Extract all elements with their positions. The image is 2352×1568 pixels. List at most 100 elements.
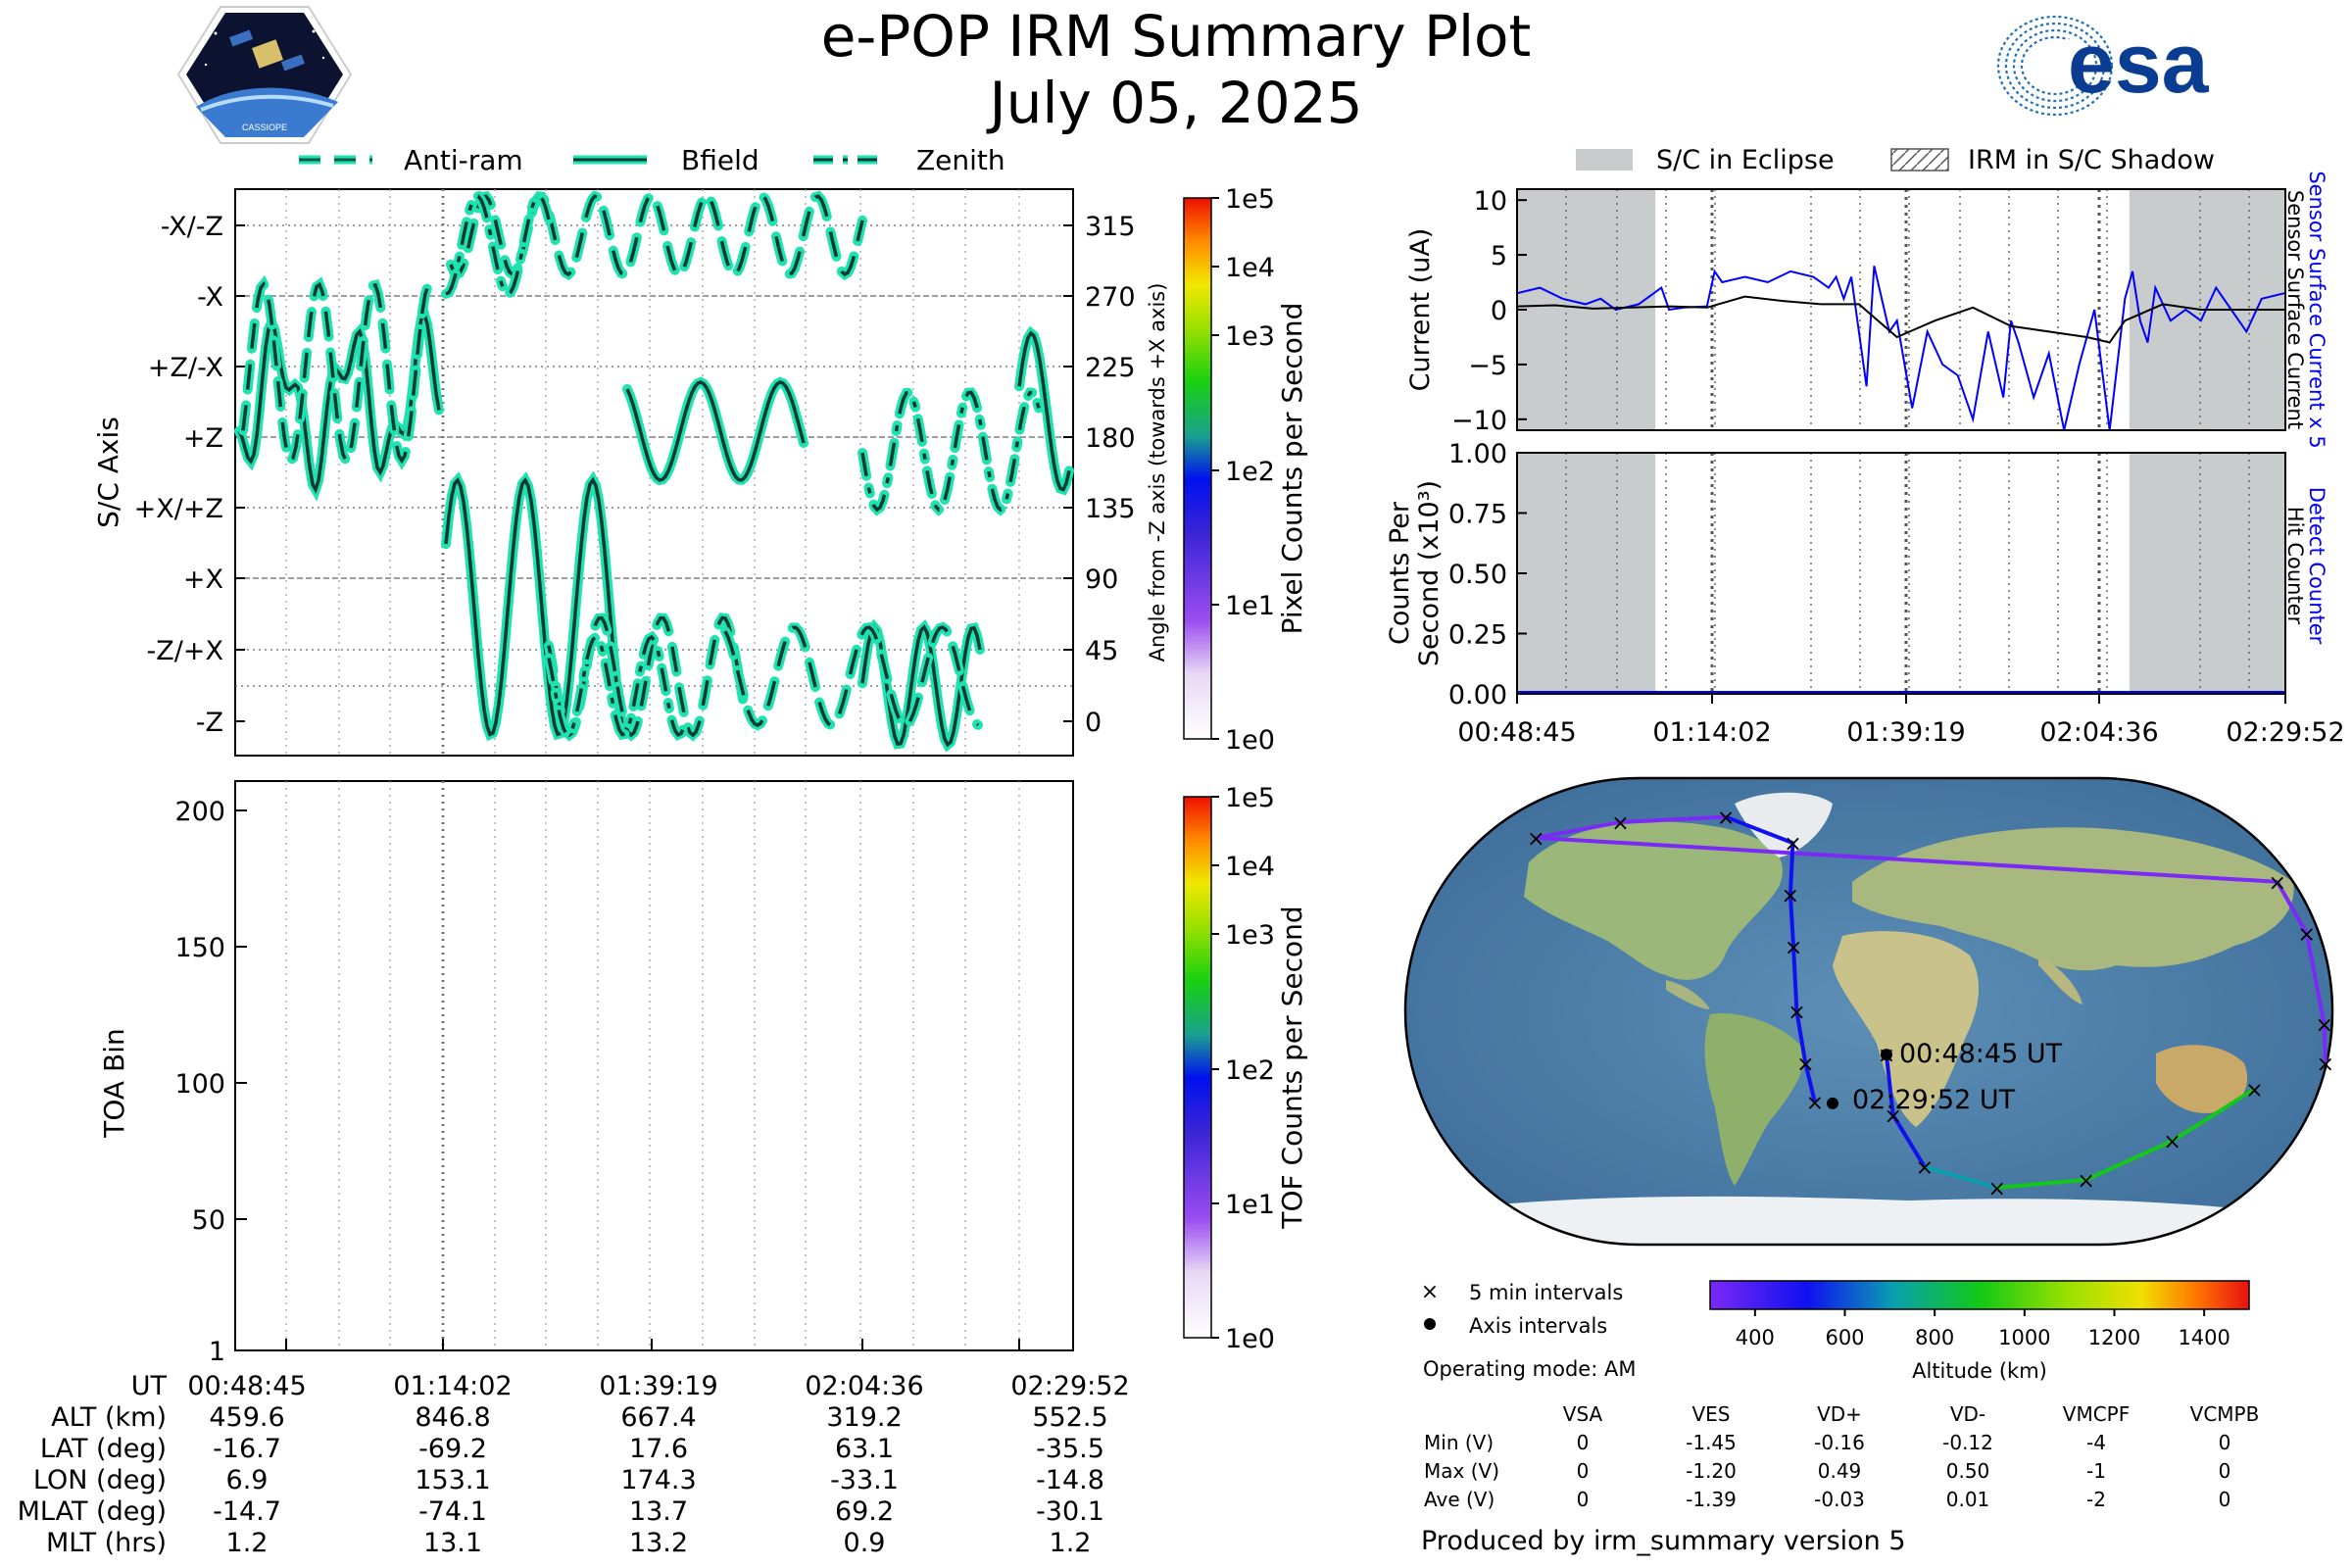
ephem-row-label: LON (deg) (33, 1465, 167, 1495)
counts-tick: 0.25 (1448, 620, 1507, 651)
axis-label-5: +X (183, 564, 223, 595)
axis-label-7: -Z (196, 708, 223, 738)
ephem-cell: 01:14:02 (393, 1371, 512, 1401)
angle-tick-0: 315 (1085, 212, 1136, 242)
page-title: e-POP IRM Summary Plot (821, 3, 1532, 70)
vtable-header: VCMPB (2190, 1402, 2260, 1426)
track-segment (1791, 946, 1799, 1012)
track-start-label: 00:48:45 UT (1899, 1039, 2063, 1069)
track-cross-icon: × (1527, 827, 1544, 852)
track-cross-icon: × (1785, 936, 1802, 960)
ephem-cell: -69.2 (418, 1434, 487, 1464)
ephem-cell: 02:29:52 (1010, 1371, 1129, 1401)
footer-text: Produced by irm_summary version 5 (1421, 1526, 1906, 1556)
track-cross-icon: × (1788, 1001, 1805, 1025)
legend-eclipse-label: S/C in Eclipse (1656, 145, 1835, 175)
svg-text:CASSIOPE: CASSIOPE (242, 122, 287, 132)
vtable-header: VD+ (1817, 1402, 1862, 1426)
current-ylabel: Current (uA) (1405, 228, 1436, 392)
cbar1-ticks-tick-3: 1e2 (1225, 457, 1275, 487)
ephem-cell: 13.1 (423, 1528, 482, 1558)
track-segment (1788, 894, 1796, 948)
ephem-cell: -16.7 (213, 1434, 281, 1464)
operating-mode: Operating mode: AM (1423, 1357, 1636, 1381)
vtable-header: VSA (1563, 1402, 1603, 1426)
ephem-cell: -14.7 (213, 1496, 281, 1527)
track-cross-icon: × (1884, 1104, 1901, 1129)
ephem-row-label: MLT (hrs) (46, 1528, 167, 1558)
eclipse-band (1517, 453, 1656, 694)
tof-colorbar-label: TOF Counts per Second (1276, 906, 1308, 1229)
eclipse-band (1517, 189, 1656, 430)
legend-bfield: Bfield (681, 144, 760, 176)
time-tick: 01:39:19 (1846, 717, 1965, 748)
svg-text:esa: esa (2068, 17, 2210, 111)
ephem-row-label: ALT (km) (51, 1402, 167, 1433)
track-cross-icon: × (2077, 1169, 2094, 1194)
angle-tick-6: 45 (1085, 636, 1118, 666)
angle-tick-4: 135 (1085, 494, 1136, 524)
plot-date: July 05, 2025 (986, 70, 1362, 136)
ephem-cell: 0.9 (844, 1528, 886, 1558)
alt-tick: 600 (1825, 1326, 1864, 1349)
vtable-cell: 0 (2219, 1488, 2231, 1511)
ephem-cell: 319.2 (826, 1402, 902, 1433)
track-end-dot (1826, 1097, 1838, 1109)
ephem-cell: 69.2 (835, 1496, 894, 1527)
vtable-cell: 0 (2219, 1459, 2231, 1483)
axis-label-1: -X (197, 282, 223, 313)
track-segment (1788, 843, 1795, 896)
legend-axes: Anti-ram Bfield Zenith (299, 144, 1005, 176)
alt-tick: 800 (1915, 1326, 1954, 1349)
pixel-colorbar-label: Pixel Counts per Second (1276, 303, 1308, 635)
toa-panel: 200 150 100 50 1 TOA Bin (98, 780, 1074, 1367)
track-segment (2304, 933, 2327, 1025)
time-tick: 02:04:36 (2039, 717, 2158, 748)
vtable-header: VD- (1950, 1402, 1985, 1426)
continents (1405, 792, 2332, 1245)
time-tick: 00:48:45 (1457, 717, 1576, 748)
cbar2-ticks-tick-1: 1e4 (1225, 852, 1275, 882)
angle-tick-2: 225 (1085, 353, 1136, 383)
cbar1-ticks-tick-5: 1e0 (1225, 725, 1275, 756)
toa-tick-0: 200 (174, 797, 225, 827)
track-segment (1996, 1177, 2086, 1190)
ephem-row-label: LAT (deg) (40, 1434, 167, 1464)
current-tick: −5 (1468, 351, 1507, 381)
legend-shadow-label: IRM in S/C Shadow (1968, 145, 2215, 175)
track-cross-icon: × (1806, 1092, 1824, 1116)
track-cross-icon: × (2317, 1053, 2334, 1077)
axis-panel-ylabel: S/C Axis (92, 416, 124, 528)
vtable-row-label: Max (V) (1424, 1459, 1499, 1483)
cbar1-ticks-tick-0: 1e5 (1225, 184, 1275, 215)
ephem-cell: 13.7 (629, 1496, 688, 1527)
track-cross-icon: × (1611, 811, 1629, 836)
vtable-header: VES (1691, 1402, 1730, 1426)
vtable-cell: 0 (1577, 1459, 1590, 1483)
track-cross-icon: × (2245, 1078, 2263, 1102)
track-segment (1924, 1164, 1998, 1190)
vtable-row-label: Ave (V) (1424, 1488, 1494, 1511)
vtable-header: VMCPF (2063, 1402, 2130, 1426)
track-start-dot (1880, 1049, 1892, 1061)
ephem-cell: 02:04:36 (805, 1371, 923, 1401)
track-end-label: 02:29:52 UT (1852, 1085, 2016, 1115)
esa-logo-icon: esa (1996, 15, 2210, 117)
axis-label-6: -Z/+X (147, 636, 223, 666)
current-black-series (1516, 295, 2285, 344)
toa-tick-1: 150 (174, 933, 225, 963)
counts-right-label-blue: Detect Counter (2305, 487, 2328, 645)
ephem-cell: -33.1 (830, 1465, 899, 1495)
vtable-cell: 0 (1577, 1488, 1590, 1511)
alt-tick: 1400 (2178, 1326, 2230, 1349)
voltage-table: VSA VES VD+ VD- VMCPF VCMPB Min (V) 0 -1.45 -0.16… (1424, 1402, 2259, 1511)
ephem-cell: -74.1 (418, 1496, 487, 1527)
cbar2-ticks-tick-0: 1e5 (1225, 783, 1275, 813)
map-legend: × 5 min intervals Axis intervals Operati… (1421, 1280, 1637, 1381)
ephem-row-label: UT (131, 1371, 168, 1401)
vtable-cell: -1 (2086, 1459, 2106, 1483)
vtable-cell: 0 (1577, 1431, 1590, 1454)
counts-ylabel-2: Second (x10³) (1414, 480, 1445, 666)
current-tick: −10 (1451, 406, 1507, 436)
